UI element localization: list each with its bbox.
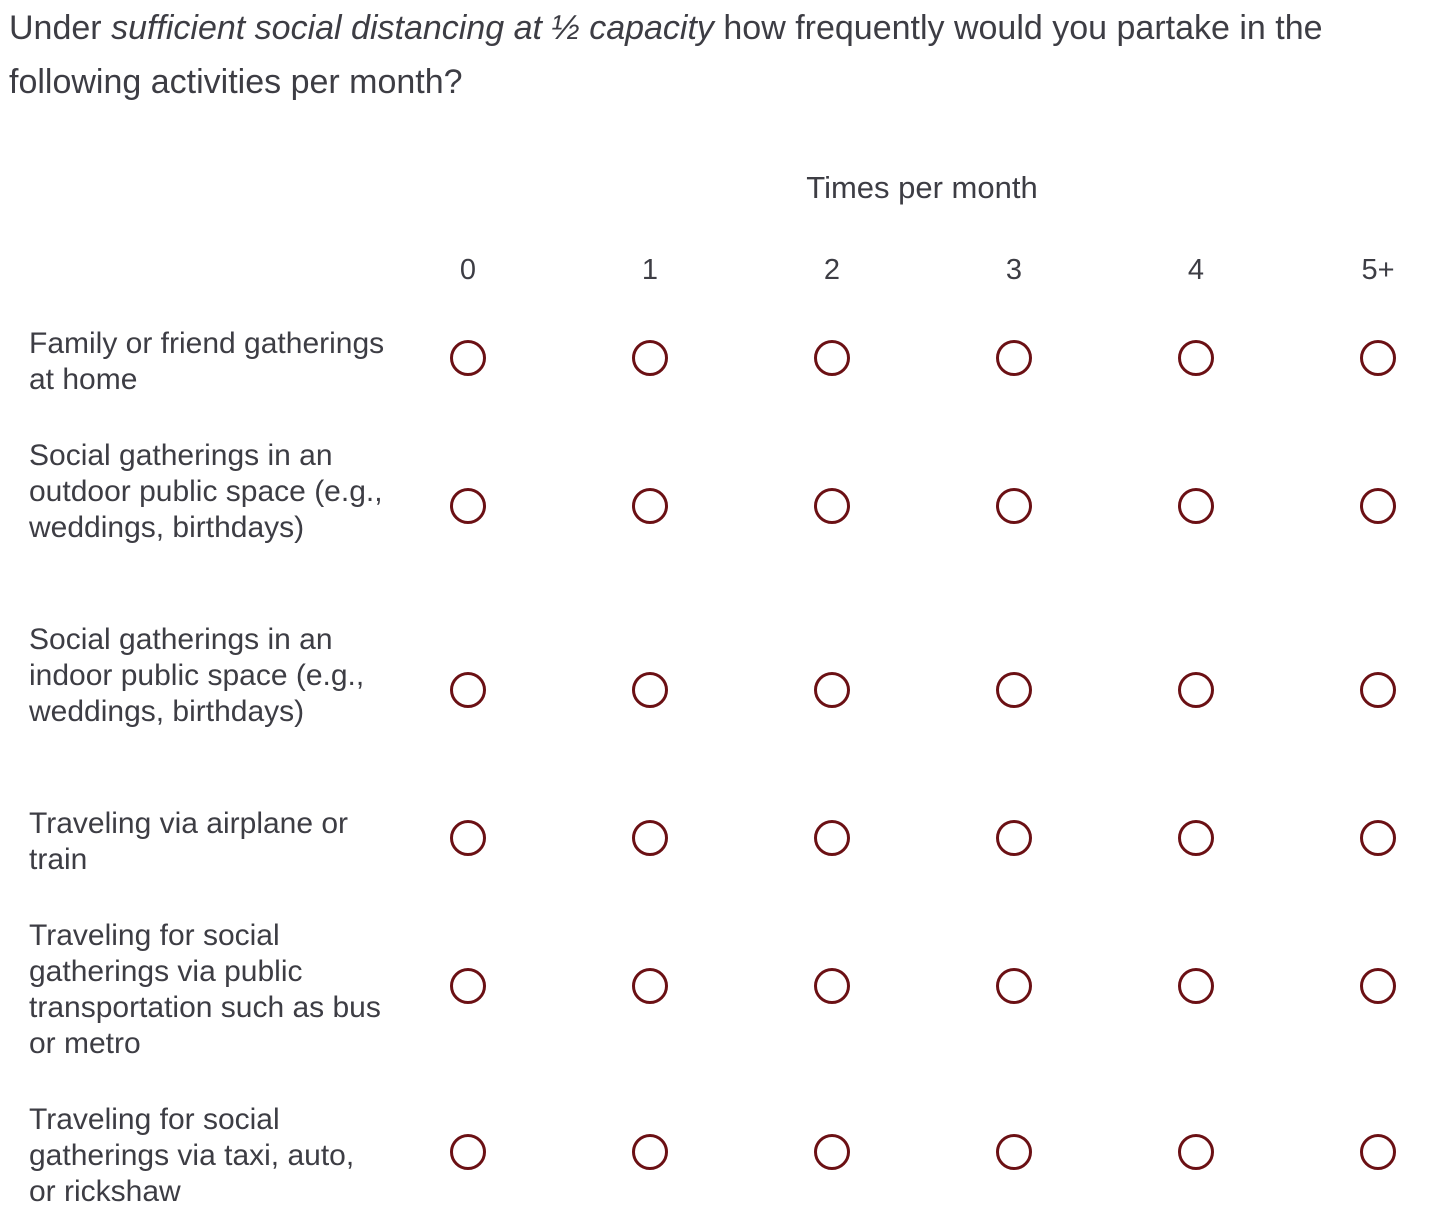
radio-row1-col4[interactable] [1178, 340, 1214, 376]
radio-row4-col0[interactable] [450, 820, 486, 856]
radio-row3-col1[interactable] [632, 672, 668, 708]
radio-row5-col0[interactable] [450, 968, 486, 1004]
radio-row5-col3[interactable] [996, 968, 1032, 1004]
radio-row4-col5plus[interactable] [1360, 820, 1396, 856]
radio-row1-col2[interactable] [814, 340, 850, 376]
radio-row4-col3[interactable] [996, 820, 1032, 856]
column-label-4: 4 [1187, 254, 1205, 286]
radio-row2-col3[interactable] [996, 488, 1032, 524]
radio-row3-col3[interactable] [996, 672, 1032, 708]
radio-row1-col0[interactable] [450, 340, 486, 376]
row-label: Social gatherings in an outdoor public s… [29, 439, 383, 544]
radio-row2-col4[interactable] [1178, 488, 1214, 524]
radio-row4-col4[interactable] [1178, 820, 1214, 856]
radio-row3-col5plus[interactable] [1360, 672, 1396, 708]
radio-row4-col1[interactable] [632, 820, 668, 856]
radio-row3-col0[interactable] [450, 672, 486, 708]
scale-header: Times per month [806, 170, 1038, 205]
radio-row2-col0[interactable] [450, 488, 486, 524]
question-suffix: how frequently would you partake in the … [9, 9, 1323, 101]
question-emphasis: sufficient social distancing at ½ capaci… [111, 9, 714, 47]
radio-row1-col5plus[interactable] [1360, 340, 1396, 376]
radio-row2-col1[interactable] [632, 488, 668, 524]
radio-row5-col2[interactable] [814, 968, 850, 1004]
radio-row6-col3[interactable] [996, 1134, 1032, 1170]
question-text: Under sufficient social distancing at ½ … [9, 1, 1429, 109]
radio-row2-col5plus[interactable] [1360, 488, 1396, 524]
radio-row6-col5plus[interactable] [1360, 1134, 1396, 1170]
radio-row6-col2[interactable] [814, 1134, 850, 1170]
radio-row6-col4[interactable] [1178, 1134, 1214, 1170]
radio-row5-col4[interactable] [1178, 968, 1214, 1004]
radio-row3-col2[interactable] [814, 672, 850, 708]
row-label: Traveling via airplane or train [29, 807, 349, 876]
radio-row6-col0[interactable] [450, 1134, 486, 1170]
radio-row5-col1[interactable] [632, 968, 668, 1004]
radio-row5-col5plus[interactable] [1360, 968, 1396, 1004]
row-label: Social gatherings in an indoor public sp… [29, 623, 365, 728]
column-label-0: 0 [459, 254, 477, 286]
radio-row3-col4[interactable] [1178, 672, 1214, 708]
radio-row2-col2[interactable] [814, 488, 850, 524]
row-label: Family or friend gatherings at home [29, 327, 385, 396]
question-prefix: Under [9, 9, 112, 47]
column-label-3: 3 [1005, 254, 1023, 286]
row-label: Traveling for social gatherings via taxi… [29, 1103, 355, 1208]
column-label-5plus: 5+ [1361, 254, 1395, 286]
column-label-2: 2 [823, 254, 841, 286]
row-label: Traveling for social gatherings via publ… [29, 919, 381, 1060]
radio-row1-col3[interactable] [996, 340, 1032, 376]
radio-row4-col2[interactable] [814, 820, 850, 856]
radio-row6-col1[interactable] [632, 1134, 668, 1170]
radio-row1-col1[interactable] [632, 340, 668, 376]
column-label-1: 1 [641, 254, 659, 286]
